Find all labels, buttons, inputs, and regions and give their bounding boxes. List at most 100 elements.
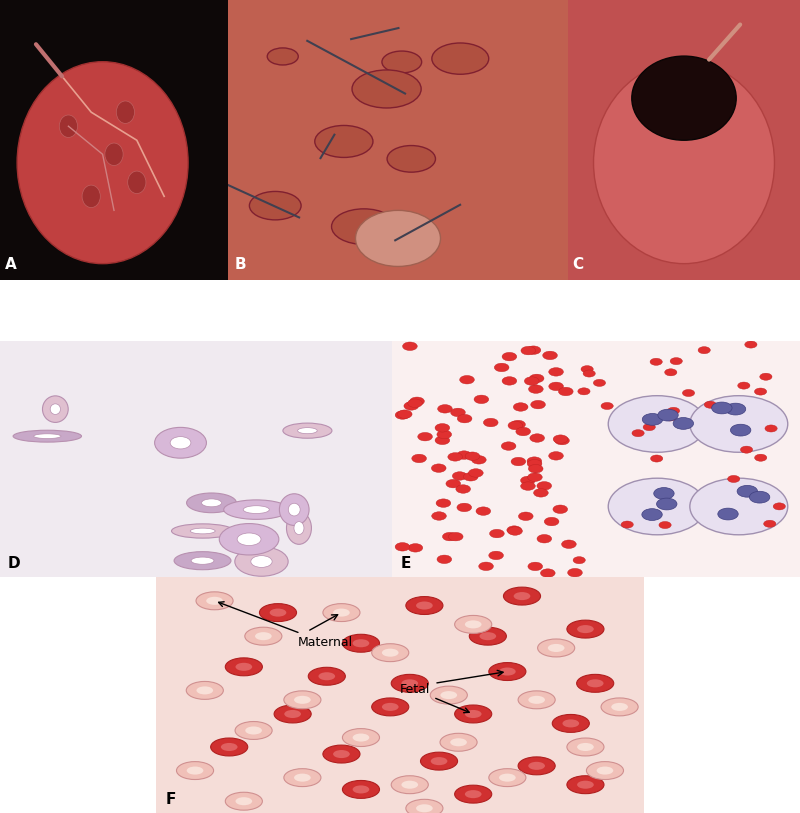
Circle shape: [577, 780, 594, 789]
Circle shape: [542, 351, 558, 359]
Circle shape: [514, 592, 530, 600]
Circle shape: [490, 529, 504, 538]
Ellipse shape: [191, 557, 214, 564]
Circle shape: [196, 592, 233, 610]
Ellipse shape: [186, 493, 237, 513]
Circle shape: [673, 418, 694, 429]
Circle shape: [562, 720, 579, 728]
Circle shape: [395, 411, 410, 420]
Circle shape: [643, 424, 655, 431]
Circle shape: [642, 509, 662, 520]
Circle shape: [452, 472, 467, 480]
FancyArrowPatch shape: [709, 24, 740, 59]
Ellipse shape: [42, 396, 68, 423]
Circle shape: [518, 512, 533, 520]
Circle shape: [454, 615, 492, 633]
Circle shape: [528, 762, 545, 770]
Circle shape: [226, 658, 262, 676]
Circle shape: [412, 454, 426, 463]
Text: F: F: [166, 792, 176, 806]
Circle shape: [450, 408, 466, 416]
Circle shape: [521, 476, 535, 485]
Circle shape: [508, 421, 522, 430]
Circle shape: [750, 491, 770, 503]
Circle shape: [342, 780, 379, 798]
Circle shape: [402, 780, 418, 789]
Circle shape: [587, 680, 603, 687]
Circle shape: [553, 435, 568, 443]
Circle shape: [737, 485, 758, 498]
Circle shape: [458, 415, 472, 423]
Ellipse shape: [331, 209, 396, 245]
Circle shape: [577, 625, 594, 633]
Circle shape: [601, 402, 614, 410]
Circle shape: [454, 785, 492, 803]
Circle shape: [448, 533, 463, 541]
Ellipse shape: [17, 62, 188, 263]
Circle shape: [416, 804, 433, 812]
Circle shape: [567, 620, 604, 638]
Circle shape: [502, 441, 516, 450]
Circle shape: [510, 420, 526, 428]
Circle shape: [438, 405, 452, 413]
Circle shape: [494, 363, 509, 372]
Circle shape: [773, 503, 786, 510]
Circle shape: [499, 667, 516, 676]
Circle shape: [544, 517, 559, 526]
Circle shape: [245, 627, 282, 646]
Circle shape: [460, 376, 474, 384]
Circle shape: [323, 745, 360, 763]
Circle shape: [353, 639, 370, 647]
Circle shape: [342, 728, 379, 746]
Ellipse shape: [314, 125, 373, 158]
Circle shape: [727, 476, 740, 482]
Circle shape: [741, 446, 753, 453]
Circle shape: [665, 409, 677, 416]
Circle shape: [470, 627, 506, 646]
Circle shape: [353, 785, 370, 793]
Circle shape: [650, 455, 662, 462]
Circle shape: [441, 691, 457, 699]
Circle shape: [226, 792, 262, 811]
Circle shape: [342, 634, 379, 652]
Circle shape: [450, 738, 467, 746]
Circle shape: [558, 387, 573, 396]
Circle shape: [667, 407, 680, 415]
Circle shape: [284, 768, 321, 787]
Circle shape: [465, 620, 482, 628]
Circle shape: [406, 799, 443, 813]
Circle shape: [581, 366, 594, 372]
Circle shape: [586, 762, 623, 780]
Text: E: E: [400, 556, 410, 571]
Circle shape: [608, 396, 706, 452]
Circle shape: [478, 562, 494, 571]
Circle shape: [521, 346, 536, 354]
Circle shape: [308, 667, 346, 685]
Circle shape: [578, 388, 590, 395]
Circle shape: [499, 774, 516, 781]
Ellipse shape: [50, 404, 61, 415]
FancyArrowPatch shape: [36, 44, 62, 76]
Circle shape: [526, 346, 541, 354]
Circle shape: [284, 710, 301, 718]
Circle shape: [760, 373, 772, 380]
Circle shape: [549, 382, 563, 390]
Circle shape: [553, 505, 568, 514]
Circle shape: [730, 424, 751, 436]
Circle shape: [274, 705, 311, 723]
Ellipse shape: [267, 48, 298, 65]
Circle shape: [128, 171, 146, 193]
Circle shape: [554, 437, 570, 445]
Ellipse shape: [632, 56, 736, 141]
Circle shape: [528, 464, 543, 473]
Circle shape: [503, 587, 541, 605]
Text: D: D: [8, 556, 21, 571]
Circle shape: [726, 403, 746, 415]
Circle shape: [435, 436, 450, 445]
Circle shape: [718, 508, 738, 520]
Ellipse shape: [288, 503, 300, 516]
Circle shape: [255, 633, 272, 640]
Circle shape: [608, 478, 706, 535]
Circle shape: [573, 557, 586, 563]
Circle shape: [654, 488, 674, 499]
